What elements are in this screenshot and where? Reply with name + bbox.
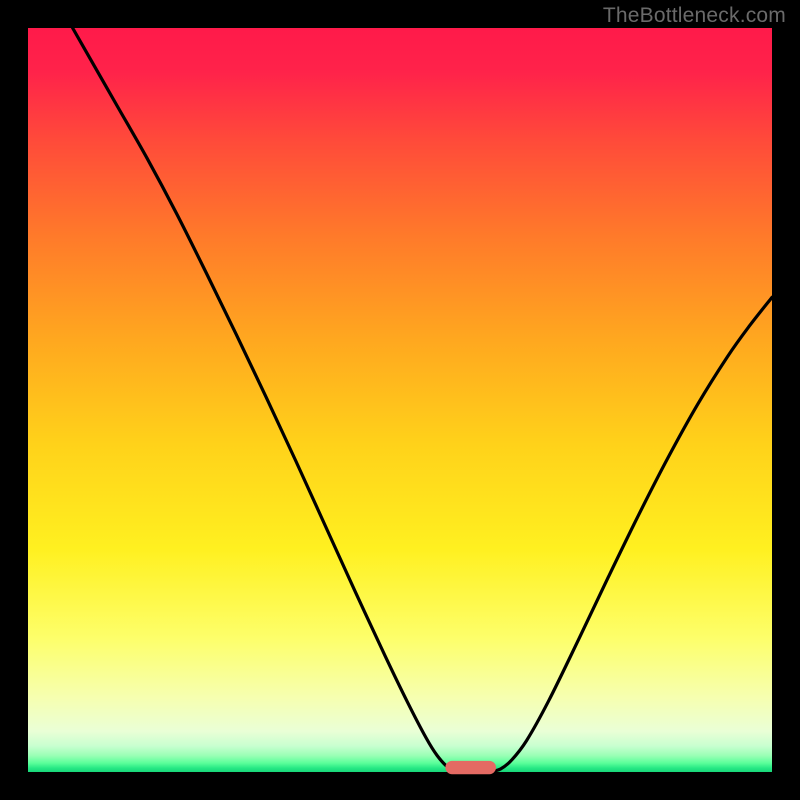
- watermark-text: TheBottleneck.com: [603, 4, 786, 28]
- valley-marker: [445, 761, 496, 774]
- bottleneck-chart-frame: TheBottleneck.com: [0, 0, 800, 800]
- gradient-background: [28, 28, 772, 772]
- chart-svg: [0, 0, 800, 800]
